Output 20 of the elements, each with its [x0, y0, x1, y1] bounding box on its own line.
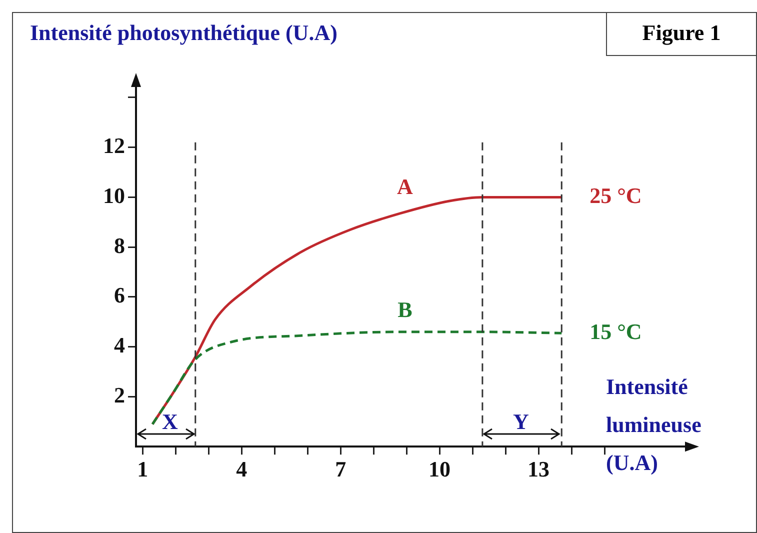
y-tick-label: 4	[114, 332, 125, 358]
y-tick-label: 12	[103, 133, 125, 158]
y-tick-label: 8	[114, 232, 125, 258]
caption: Figure 1	[606, 12, 757, 56]
annotation: Y	[513, 409, 529, 435]
y-tick-label: 6	[114, 282, 125, 308]
annotation: B	[398, 297, 412, 323]
annotation: A	[397, 174, 413, 200]
y-tick-label: 2	[114, 382, 125, 408]
y-tick-label: 10	[103, 182, 125, 208]
series-label: 15 °C	[590, 318, 642, 344]
x-tick-label: 7	[335, 456, 346, 482]
x-tick-label: 1	[137, 456, 148, 482]
annotation: X	[162, 409, 178, 435]
x-tick-label: 4	[236, 456, 248, 482]
y-axis-title: Intensité photosynthétique (U.A)	[30, 19, 338, 47]
x-tick-label: 13	[528, 456, 550, 482]
x-tick-label: 10	[428, 456, 451, 482]
series-label: 25 °C	[590, 182, 642, 208]
x-axis-title: Intensité lumineuse (U.A)	[606, 373, 702, 477]
